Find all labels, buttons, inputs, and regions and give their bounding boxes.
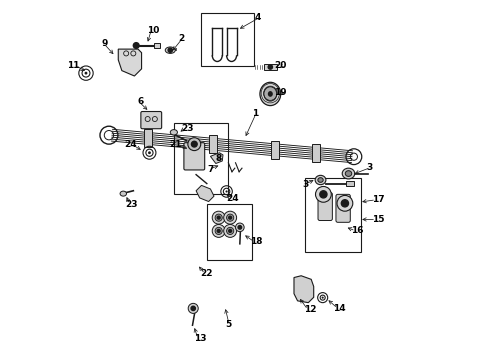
- Ellipse shape: [260, 82, 280, 105]
- Ellipse shape: [317, 178, 323, 182]
- Circle shape: [319, 191, 326, 198]
- FancyBboxPatch shape: [317, 193, 332, 221]
- Polygon shape: [118, 49, 142, 76]
- Circle shape: [212, 225, 224, 237]
- Text: 23: 23: [125, 200, 138, 209]
- Circle shape: [226, 227, 233, 234]
- Circle shape: [315, 186, 330, 202]
- Circle shape: [341, 200, 348, 207]
- Text: 20: 20: [274, 62, 286, 71]
- Text: 3: 3: [366, 163, 372, 172]
- Ellipse shape: [120, 191, 126, 196]
- Circle shape: [212, 211, 224, 224]
- Circle shape: [215, 227, 222, 234]
- Circle shape: [267, 65, 272, 69]
- Ellipse shape: [314, 175, 325, 185]
- Text: 17: 17: [371, 195, 384, 204]
- Text: 23: 23: [181, 123, 193, 132]
- Polygon shape: [210, 153, 223, 163]
- Circle shape: [84, 72, 87, 75]
- FancyBboxPatch shape: [346, 181, 353, 186]
- Text: 21: 21: [169, 140, 182, 149]
- Text: 13: 13: [193, 334, 205, 343]
- FancyBboxPatch shape: [141, 112, 162, 129]
- Circle shape: [238, 226, 241, 229]
- Circle shape: [321, 297, 323, 299]
- Text: 11: 11: [67, 61, 80, 70]
- Ellipse shape: [267, 91, 272, 97]
- Text: 15: 15: [371, 215, 384, 224]
- Text: 9: 9: [102, 39, 108, 48]
- Circle shape: [217, 216, 220, 219]
- Bar: [271, 141, 279, 159]
- Circle shape: [191, 306, 195, 311]
- Circle shape: [187, 138, 201, 150]
- Circle shape: [228, 216, 231, 219]
- Ellipse shape: [165, 47, 175, 53]
- Circle shape: [223, 211, 236, 224]
- Circle shape: [225, 190, 227, 193]
- Bar: [311, 144, 319, 162]
- Circle shape: [215, 214, 222, 221]
- Circle shape: [235, 223, 244, 231]
- Text: 5: 5: [224, 320, 230, 329]
- Text: 10: 10: [147, 26, 159, 35]
- Polygon shape: [196, 185, 214, 202]
- Text: 8: 8: [215, 154, 222, 163]
- Text: 2: 2: [178, 34, 184, 43]
- Text: 18: 18: [249, 237, 262, 246]
- Circle shape: [148, 151, 151, 154]
- Text: 22: 22: [201, 269, 213, 278]
- Polygon shape: [293, 276, 313, 303]
- Text: 14: 14: [333, 304, 346, 313]
- Ellipse shape: [264, 87, 276, 101]
- Circle shape: [168, 48, 172, 52]
- Circle shape: [226, 214, 233, 221]
- Text: 3: 3: [302, 180, 308, 189]
- Text: 7: 7: [206, 165, 213, 174]
- Text: 16: 16: [351, 226, 363, 235]
- Circle shape: [336, 195, 352, 211]
- Circle shape: [191, 141, 197, 147]
- Text: 4: 4: [254, 13, 261, 22]
- Circle shape: [132, 42, 140, 49]
- Ellipse shape: [342, 168, 354, 179]
- FancyBboxPatch shape: [335, 194, 349, 222]
- Text: 6: 6: [137, 97, 143, 106]
- FancyBboxPatch shape: [264, 64, 276, 70]
- Circle shape: [223, 225, 236, 237]
- FancyBboxPatch shape: [154, 43, 160, 48]
- Bar: [143, 130, 151, 147]
- Ellipse shape: [170, 130, 177, 135]
- Circle shape: [228, 229, 231, 232]
- Text: 1: 1: [251, 109, 257, 118]
- Bar: [208, 135, 216, 153]
- Ellipse shape: [345, 171, 351, 176]
- Text: 19: 19: [274, 87, 286, 96]
- Circle shape: [217, 229, 220, 232]
- Text: 12: 12: [303, 305, 316, 314]
- Circle shape: [188, 303, 198, 314]
- FancyBboxPatch shape: [183, 143, 204, 170]
- Text: 24: 24: [226, 194, 239, 203]
- Text: 24: 24: [124, 140, 137, 149]
